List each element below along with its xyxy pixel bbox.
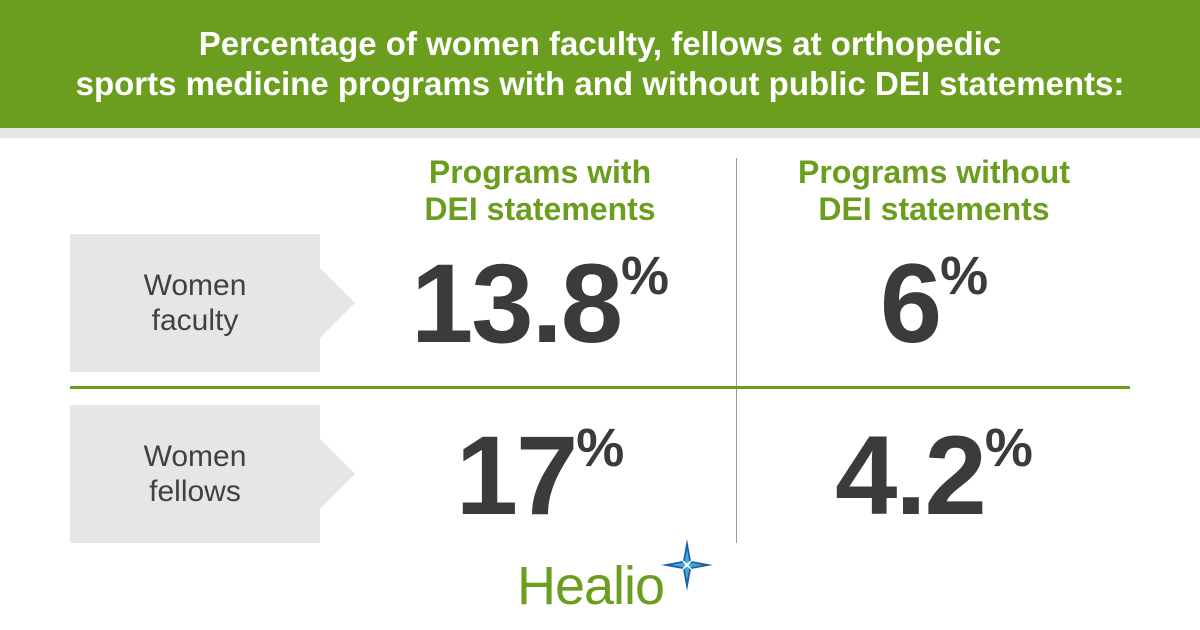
column-divider [736,158,737,543]
column-header-without-line-1: Programs without [797,154,1070,190]
value-faculty-without: 6% [764,248,1104,360]
value-fellows-with: 17% [370,420,710,532]
star-icon [661,539,713,591]
value-fellows-without-number: 4.2 [835,413,987,538]
value-faculty-with: 13.8% [370,248,710,360]
column-header-without-line-2: DEI statements [818,191,1050,227]
row-label-fellows-line-2: fellows [149,475,241,508]
value-faculty-without-unit: % [940,246,989,306]
value-faculty-with-number: 13.8 [411,241,623,366]
header-divider-band [0,128,1200,138]
title-line-2: sports medicine programs with and withou… [75,65,1125,102]
title-line-1: Percentage of women faculty, fellows at … [198,25,1002,62]
row-label-faculty-line-1: Women [143,269,247,302]
value-fellows-without-unit: % [984,418,1033,478]
row-label-faculty-line-2: faculty [151,304,239,337]
healio-logo: Healio [517,539,713,616]
title-banner: Percentage of women faculty, fellows at … [0,0,1200,128]
row-label-fellows-line-1: Women [143,440,247,473]
row-label-women-faculty: Women faculty [70,234,355,372]
value-fellows-without: 4.2% [764,420,1104,532]
row-divider [70,386,1130,389]
column-header-with-line-2: DEI statements [424,191,656,227]
value-fellows-with-number: 17 [455,413,579,538]
row-label-women-fellows: Women fellows [70,405,355,543]
value-faculty-without-number: 6 [879,241,942,366]
value-faculty-with-unit: % [620,246,669,306]
column-header-without: Programs without DEI statements [764,154,1104,228]
value-fellows-with-unit: % [576,418,625,478]
column-header-with: Programs with DEI statements [370,154,710,228]
column-header-with-line-1: Programs with [428,154,652,190]
healio-logo-text: Healio [517,556,665,616]
